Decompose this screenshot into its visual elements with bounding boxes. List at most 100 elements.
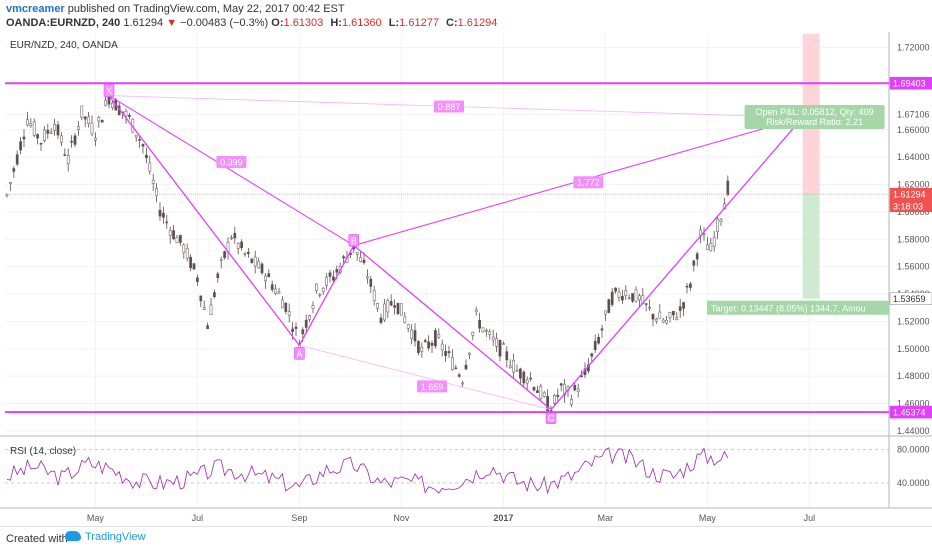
candle-body (627, 297, 631, 299)
candle-body (410, 329, 413, 339)
candle-body (689, 283, 692, 288)
candle-body (573, 385, 577, 391)
candle-body (481, 327, 485, 332)
candle-body (366, 276, 369, 279)
candle-body (36, 134, 39, 139)
candle-body (379, 317, 383, 323)
candle-body (437, 334, 441, 338)
candle-body (604, 310, 607, 315)
candle-body (427, 341, 430, 349)
price-tick-label: 1.56000 (897, 262, 930, 272)
candle-body (267, 273, 271, 278)
candle-body (621, 296, 624, 301)
candle-body (308, 315, 311, 320)
candle-body (219, 259, 223, 261)
candle-body (359, 256, 362, 262)
candle-body (43, 129, 46, 141)
price-change: −0.00483 (−0.3%) (180, 17, 269, 29)
candle-body (22, 136, 26, 140)
candle-body (434, 330, 437, 347)
candle-body (644, 303, 648, 305)
candle-body (301, 329, 305, 335)
candle-body (400, 303, 403, 316)
candle-body (185, 248, 189, 259)
published-text: published on TradingView.com, May 22, 20… (67, 3, 345, 15)
candle-body (464, 364, 468, 370)
candle-body (277, 291, 281, 294)
candle-body (247, 251, 250, 254)
candle-body (80, 105, 84, 118)
candle-body (712, 236, 716, 247)
candle-body (304, 319, 308, 328)
candle-body (284, 302, 288, 312)
footer: Created with TradingView (0, 526, 932, 551)
candle-body (97, 117, 101, 122)
candle-body (175, 237, 179, 244)
candle-body (94, 137, 97, 141)
candle-body (39, 142, 43, 145)
candle-body (546, 395, 549, 412)
open-value: 1.61303 (283, 17, 324, 29)
candle-body (658, 311, 662, 319)
candle-body (651, 313, 655, 320)
ratio-badge (434, 100, 464, 113)
candle-body (597, 336, 600, 344)
candle-body (26, 119, 29, 126)
rsi-line (6, 447, 729, 495)
author-link[interactable]: vmcreamer (6, 3, 65, 15)
rsi-tick-label: 80.0000 (897, 445, 930, 455)
price-tick-label: 1.66000 (897, 125, 930, 135)
candle-body (321, 287, 325, 292)
candle-body (678, 306, 682, 311)
price-badge (889, 292, 932, 306)
candle-body (471, 331, 475, 336)
candle-body (444, 350, 447, 356)
candle-body (542, 392, 546, 397)
pnl-line-2: Risk/Reward Ratio: 2.21 (766, 117, 863, 127)
candle-body (243, 252, 247, 255)
low-value: 1.61277 (399, 17, 439, 29)
candle-body (294, 326, 298, 329)
candle-body (328, 272, 332, 277)
pattern-leg (353, 244, 552, 411)
candle-body (77, 126, 80, 130)
price-badge-label: 1.53659 (893, 294, 926, 304)
last-price: 1.61294 (123, 17, 164, 29)
price-badge-label: 3:18:03 (893, 201, 923, 211)
price-badge-label: 1.69403 (893, 79, 926, 89)
candle-body (206, 325, 209, 329)
candle-body (685, 285, 689, 288)
candle-body (508, 365, 512, 368)
tradingview-brand: TradingView (85, 531, 146, 543)
candle-body (495, 338, 498, 347)
candle-body (172, 230, 175, 240)
candle-body (90, 122, 94, 135)
candle-body (515, 369, 519, 372)
cloud-icon (65, 531, 81, 541)
candle-body (155, 188, 158, 196)
candle-body (474, 309, 478, 312)
candle-body (73, 135, 77, 145)
close-label: C: (446, 17, 458, 29)
candle-body (461, 382, 464, 385)
pattern-leg (298, 245, 355, 346)
candle-body (536, 390, 539, 393)
candle-body (682, 302, 685, 309)
price-tick-label: 1.46000 (897, 399, 930, 409)
candle-body (716, 218, 719, 232)
candle-body (87, 116, 90, 124)
candle-body (417, 341, 420, 353)
candle-body (624, 290, 628, 296)
tradingview-logo[interactable]: TradingView (65, 531, 146, 543)
candle-body (498, 339, 502, 357)
candle-body (393, 305, 396, 308)
candle-body (332, 276, 335, 281)
pattern-ratio-line-faint (299, 344, 552, 411)
candle-body (447, 351, 451, 354)
candle-body (9, 182, 12, 184)
position-pnl-box (744, 105, 885, 129)
candle-body (325, 276, 328, 286)
candle-body (182, 244, 186, 253)
candle-body (104, 100, 107, 106)
